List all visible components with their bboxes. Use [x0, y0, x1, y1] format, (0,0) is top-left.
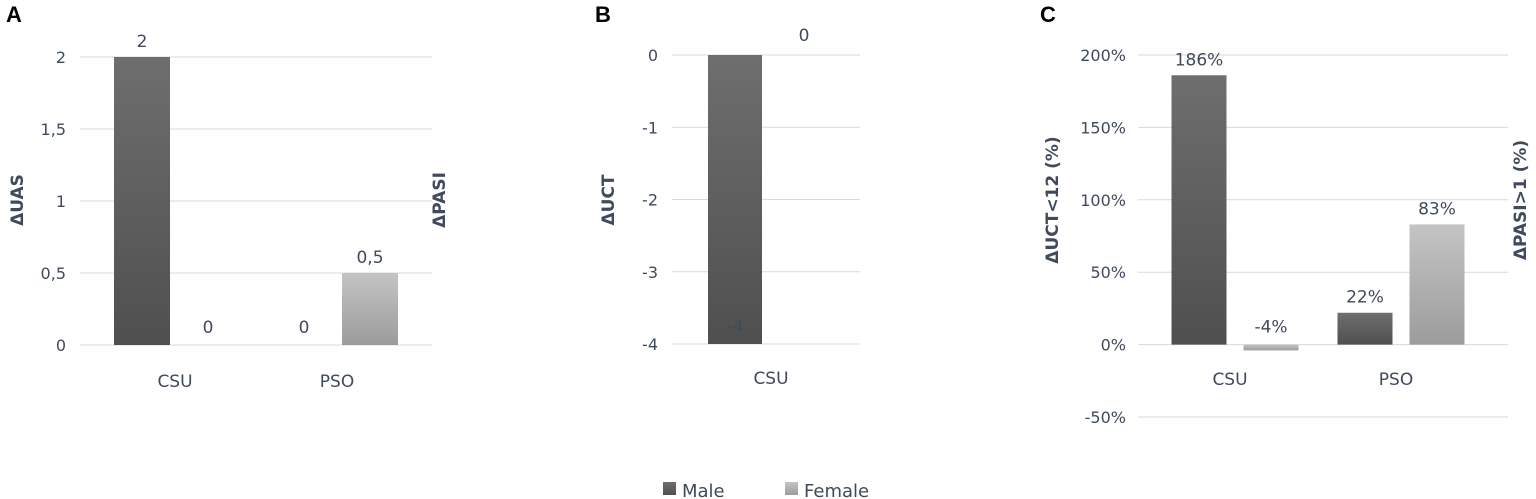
panel-c-data-label: 186% [1175, 50, 1224, 70]
panel-b-y-tick-label: -1 [642, 118, 658, 137]
panel-c-chart: C 200% 150% 100% 50% 0% -50% 186% 22% -4% 83% CS… [1040, 2, 1531, 427]
panel-a-y-ticks: 0 0,5 1 1,5 2 [41, 48, 66, 355]
panel-a-y-axis-title: ΔUAS [8, 174, 28, 226]
panel-c-bars [1171, 75, 1465, 351]
panel-c-y-ticks: 200% 150% 100% 50% 0% -50% [1080, 46, 1126, 427]
panel-c-y-tick-label: 0% [1101, 336, 1126, 355]
panel-a-bar-male-csu [114, 57, 170, 345]
panel-c-y-tick-label: -50% [1085, 408, 1126, 427]
panel-c-y-tick-label: 200% [1080, 46, 1126, 65]
panel-c-bar-male-pso [1337, 312, 1393, 345]
panel-a-bars [114, 57, 398, 345]
panel-a-y-tick-label: 0,5 [41, 264, 66, 283]
panel-b-category-labels: CSU [753, 369, 788, 389]
panel-c-y-tick-label: 150% [1080, 118, 1126, 137]
panel-c-bar-female-pso [1409, 224, 1465, 345]
panel-c-y-tick-label: 50% [1090, 263, 1126, 282]
panel-a-data-label: 0 [299, 318, 310, 338]
panel-b-bar-male-csu [708, 55, 762, 344]
panel-a-category-label: PSO [320, 372, 354, 392]
panel-b-y-tick-label: -3 [642, 263, 658, 282]
panel-c-data-label: 83% [1418, 199, 1456, 219]
panel-b-y-tick-label: -4 [642, 335, 658, 354]
panel-a-y-tick-label: 1 [56, 192, 66, 211]
legend-male-swatch [663, 482, 676, 495]
panel-a-right-axis-title: ΔPASI [430, 172, 450, 228]
panel-b-y-tick-label: 0 [648, 46, 658, 65]
panel-a-y-tick-label: 2 [56, 48, 66, 67]
panel-b-chart: B 0 -1 -2 -3 -4 -4 0 CSU ΔUCT [595, 2, 860, 389]
panel-b-letter: B [595, 2, 611, 27]
panel-b-y-tick-label: -2 [642, 191, 658, 210]
panel-c-category-label: PSO [1379, 370, 1413, 390]
panel-c-y-tick-label: 100% [1080, 191, 1126, 210]
panel-b-grid [672, 54, 860, 345]
panel-a-category-labels: CSU PSO [157, 372, 354, 392]
panel-a-category-label: CSU [157, 372, 192, 392]
panel-a-letter: A [6, 2, 22, 27]
panel-b-data-label: -4 [727, 317, 744, 337]
panel-a-data-labels: 2 0 0 0,5 [137, 32, 384, 338]
panel-c-category-label: CSU [1212, 370, 1247, 390]
legend: Male Female [663, 481, 869, 499]
panel-c-bar-male-csu [1171, 75, 1227, 345]
panel-c-right-axis-title: ΔPASI>1 (%) [1511, 140, 1531, 260]
legend-male-label: Male [682, 481, 725, 499]
panel-a-data-label: 0,5 [356, 248, 383, 268]
panel-b-category-label: CSU [753, 369, 788, 389]
panel-a-bar-female-pso [342, 273, 398, 345]
panel-c-y-axis-title: ΔUCT<12 (%) [1043, 136, 1063, 263]
panel-c-bar-female-csu [1243, 344, 1299, 351]
panel-a-chart: A 0 0,5 1 1,5 2 2 0 0 0,5 CSU PSO ΔUAS ΔPASI [6, 2, 450, 392]
panel-b-bars [708, 55, 762, 344]
panel-c-letter: C [1040, 2, 1056, 27]
panel-b-y-axis-title: ΔUCT [599, 174, 619, 225]
panel-b-data-labels: -4 0 [727, 26, 810, 337]
panel-b-data-label: 0 [799, 26, 810, 46]
panel-a-data-label: 2 [137, 32, 148, 52]
panel-a-data-label: 0 [203, 318, 214, 338]
legend-female-label: Female [804, 481, 869, 499]
panel-c-data-labels: 186% 22% -4% 83% [1175, 50, 1456, 337]
panel-c-data-label: -4% [1254, 318, 1287, 338]
panel-a-y-tick-label: 1,5 [41, 120, 66, 139]
legend-female-swatch [785, 482, 798, 495]
panel-b-y-ticks: 0 -1 -2 -3 -4 [642, 46, 658, 354]
panel-a-y-tick-label: 0 [56, 336, 66, 355]
panel-c-data-label: 22% [1346, 288, 1384, 308]
panel-c-category-labels: CSU PSO [1212, 370, 1413, 390]
